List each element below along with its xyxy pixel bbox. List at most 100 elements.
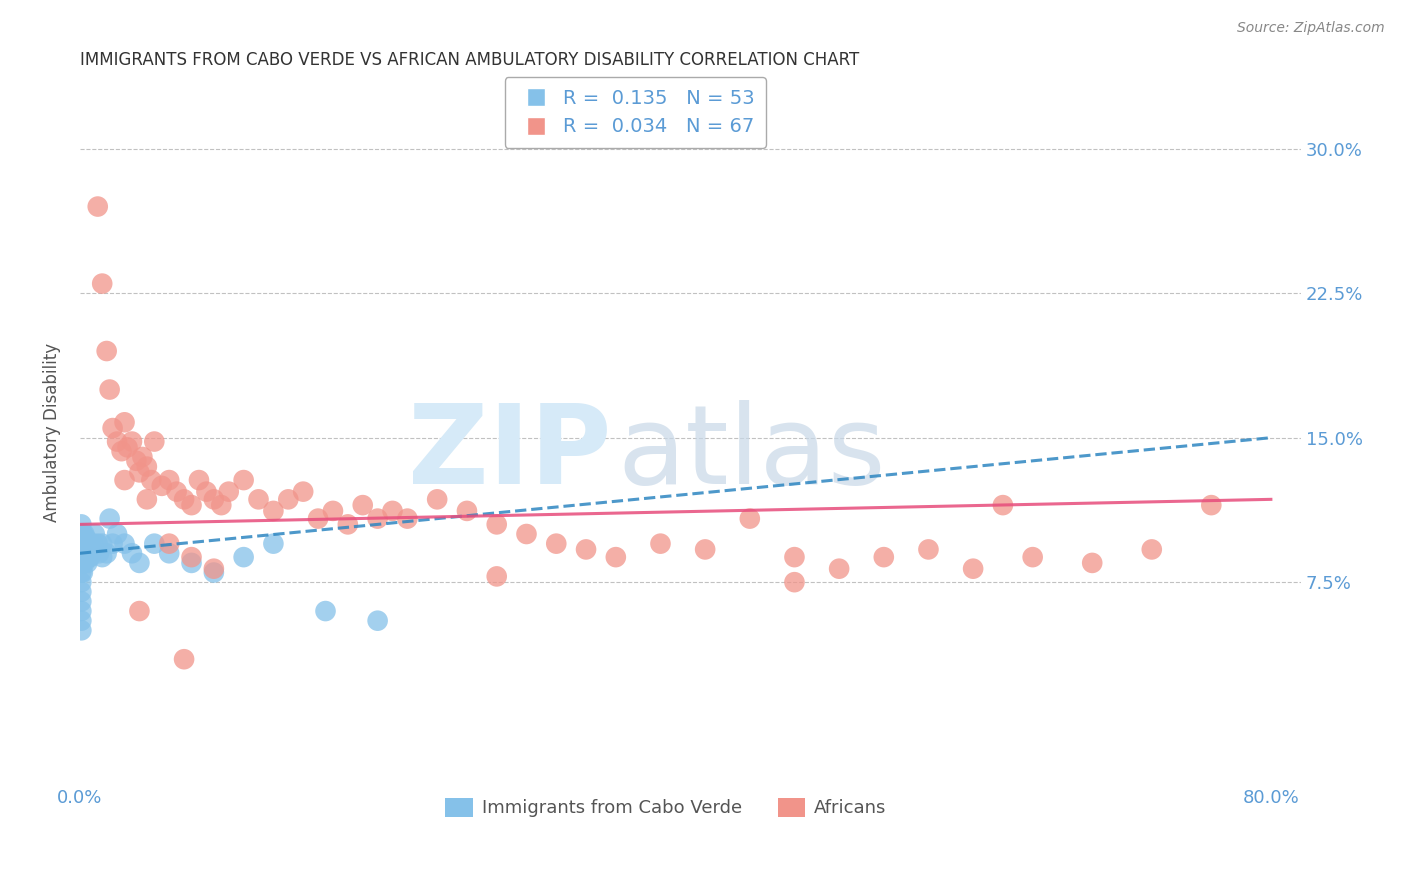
Point <box>70 604 93 618</box>
Point <box>1140 542 1163 557</box>
Point <box>125 454 148 468</box>
Point <box>128 466 150 480</box>
Point <box>738 511 761 525</box>
Point <box>121 434 143 449</box>
Point <box>70 566 93 580</box>
Point <box>98 511 121 525</box>
Point <box>72 566 94 580</box>
Point <box>87 536 110 550</box>
Point <box>873 550 896 565</box>
Point <box>218 484 240 499</box>
Point <box>110 444 132 458</box>
Point <box>70 624 93 638</box>
Point <box>180 556 202 570</box>
Point <box>105 434 128 449</box>
Point <box>70 556 93 570</box>
Point <box>962 562 984 576</box>
Point <box>141 473 163 487</box>
Point <box>650 536 672 550</box>
Point <box>1081 556 1104 570</box>
Point <box>82 536 104 550</box>
Point <box>367 614 389 628</box>
Point <box>73 527 96 541</box>
Point <box>72 527 94 541</box>
Point <box>605 550 627 565</box>
Point <box>70 517 93 532</box>
Point <box>79 536 101 550</box>
Point <box>180 498 202 512</box>
Point <box>232 473 254 487</box>
Y-axis label: Ambulatory Disability: Ambulatory Disability <box>44 343 60 523</box>
Point <box>89 546 111 560</box>
Point <box>135 459 157 474</box>
Point <box>232 550 254 565</box>
Point <box>80 546 103 560</box>
Point <box>277 492 299 507</box>
Point <box>128 556 150 570</box>
Point <box>83 527 105 541</box>
Point <box>396 511 419 525</box>
Point <box>209 498 232 512</box>
Point <box>72 546 94 560</box>
Point <box>202 492 225 507</box>
Point <box>783 575 806 590</box>
Point <box>76 536 98 550</box>
Point <box>1201 498 1223 512</box>
Point <box>367 511 389 525</box>
Point <box>76 546 98 560</box>
Text: atlas: atlas <box>617 401 886 508</box>
Point <box>426 492 449 507</box>
Point <box>783 550 806 565</box>
Point <box>917 542 939 557</box>
Point <box>1021 550 1043 565</box>
Point <box>202 566 225 580</box>
Point <box>575 542 598 557</box>
Point <box>322 504 344 518</box>
Point <box>70 575 93 590</box>
Point <box>180 550 202 565</box>
Point <box>96 546 118 560</box>
Point <box>101 536 124 550</box>
Point <box>315 604 337 618</box>
Point <box>150 479 173 493</box>
Point <box>70 546 93 560</box>
Point <box>91 277 114 291</box>
Point <box>70 536 93 550</box>
Point <box>307 511 329 525</box>
Text: Source: ZipAtlas.com: Source: ZipAtlas.com <box>1237 21 1385 35</box>
Point <box>72 556 94 570</box>
Point <box>114 473 136 487</box>
Point <box>105 527 128 541</box>
Point <box>91 536 114 550</box>
Point <box>515 527 537 541</box>
Point <box>117 440 139 454</box>
Point <box>485 517 508 532</box>
Point <box>247 492 270 507</box>
Legend: Immigrants from Cabo Verde, Africans: Immigrants from Cabo Verde, Africans <box>439 791 893 824</box>
Point <box>73 536 96 550</box>
Point <box>991 498 1014 512</box>
Point <box>114 415 136 429</box>
Point <box>77 550 100 565</box>
Point <box>101 421 124 435</box>
Point <box>70 614 93 628</box>
Point <box>292 484 315 499</box>
Point <box>381 504 404 518</box>
Point <box>188 473 211 487</box>
Point <box>75 552 97 566</box>
Point <box>262 504 284 518</box>
Point <box>73 556 96 570</box>
Point <box>143 434 166 449</box>
Point <box>91 550 114 565</box>
Point <box>202 562 225 576</box>
Point <box>352 498 374 512</box>
Point <box>131 450 153 464</box>
Point <box>128 604 150 618</box>
Point <box>114 536 136 550</box>
Point <box>456 504 478 518</box>
Point <box>98 383 121 397</box>
Point <box>79 550 101 565</box>
Point <box>87 200 110 214</box>
Point <box>135 492 157 507</box>
Point <box>828 562 851 576</box>
